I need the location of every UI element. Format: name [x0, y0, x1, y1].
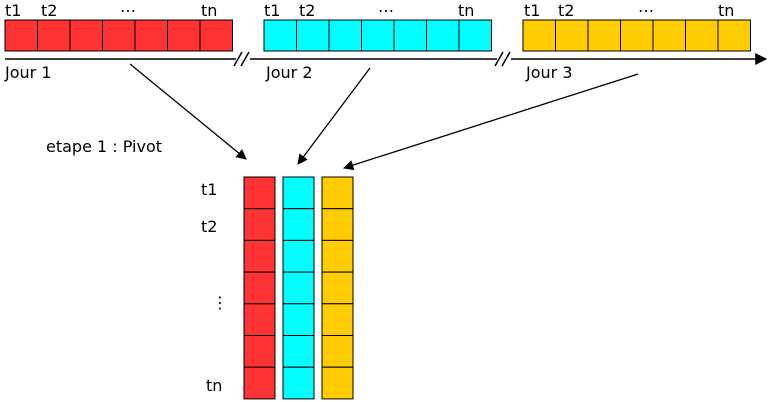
pivot-column1-cell: [243, 271, 276, 305]
axis-break-mark: [233, 51, 243, 67]
pivot-column1-cell: [243, 176, 276, 210]
pivot-column1-cell: [243, 366, 276, 400]
pivot-column3-cell: [321, 239, 354, 273]
pivot-arrows: [129, 63, 639, 171]
pivot-column1-cell: [243, 303, 276, 336]
pivot-column2-cell: [282, 366, 315, 400]
arrow-day2-to-column: [297, 67, 371, 165]
row-label-ellipsis: ⋮: [212, 293, 228, 312]
day1-tick-t2: t2: [41, 1, 57, 20]
pivot-step-label: etape 1 : Pivot: [46, 137, 162, 156]
pivot-column1-cell: [243, 239, 276, 273]
day3-time-cell: [522, 19, 556, 52]
day3-time-cell: [587, 19, 621, 52]
day1-tick-t1: t1: [5, 1, 21, 20]
day1-time-cell: [167, 19, 201, 52]
day1-time-cell: [37, 19, 71, 52]
axis-break-mark: [494, 51, 504, 67]
pivot-columns: [243, 176, 354, 400]
day1-tick-tn: tn: [201, 1, 217, 20]
day1-tick-ellipsis: …: [120, 0, 136, 16]
pivot-column1-cell: [243, 335, 276, 368]
pivot-column3-cell: [321, 176, 354, 210]
day3-tick-ellipsis: …: [638, 0, 654, 16]
day1-time-cell: [199, 19, 233, 52]
day3-time-cell: [620, 19, 654, 52]
day3-time-cell: [717, 19, 751, 52]
day1-time-cell: [69, 19, 103, 52]
day1-time-cell: [4, 19, 38, 52]
day2-time-cell: [458, 19, 492, 52]
day2-time-cell: [296, 19, 330, 52]
pivot-column2-cell: [282, 176, 315, 210]
day-blocks: [4, 19, 751, 52]
arrow-day1-to-column: [129, 63, 247, 160]
pivot-column2-cell: [282, 208, 315, 241]
axis-break-mark: [501, 51, 511, 67]
pivot-column2-cell: [282, 239, 315, 273]
day3-ticks: t1 t2 … tn: [524, 0, 734, 20]
day1-time-cell: [102, 19, 136, 52]
day2-tick-ellipsis: …: [378, 0, 394, 16]
day3-label: Jour 3: [525, 63, 573, 82]
pivot-column3-cell: [321, 208, 354, 241]
day2-time-cell: [361, 19, 395, 52]
pivot-column2-cell: [282, 271, 315, 305]
day1-ticks: t1 t2 … tn: [5, 0, 217, 20]
pivot-column2-cell: [282, 303, 315, 336]
row-label-t2: t2: [201, 217, 217, 236]
day3-tick-t1: t1: [524, 1, 540, 20]
day3-time-cell: [555, 19, 589, 52]
day2-tick-t1: t1: [264, 1, 280, 20]
day3-time-cell: [652, 19, 686, 52]
day2-label: Jour 2: [265, 63, 313, 82]
arrow-day3-to-column: [343, 73, 639, 171]
pivot-column3-cell: [321, 335, 354, 368]
pivot-column3-cell: [321, 303, 354, 336]
pivot-row-labels: t1 t2 ⋮ tn: [201, 180, 228, 395]
day3-tick-t2: t2: [558, 1, 574, 20]
day1-label: Jour 1: [4, 63, 52, 82]
day3-time-cell: [685, 19, 719, 52]
day2-ticks: t1 t2 … tn: [264, 0, 474, 20]
day2-time-cell: [263, 19, 297, 52]
row-label-tn: tn: [206, 376, 222, 395]
row-label-t1: t1: [201, 180, 217, 199]
day2-time-cell: [426, 19, 460, 52]
pivot-column1-cell: [243, 208, 276, 241]
time-axis: [5, 51, 768, 67]
day2-tick-tn: tn: [458, 1, 474, 20]
day2-time-cell: [328, 19, 362, 52]
axis-break-mark: [240, 51, 250, 67]
day2-tick-t2: t2: [299, 1, 315, 20]
day3-tick-tn: tn: [718, 1, 734, 20]
pivot-column3-cell: [321, 271, 354, 305]
pivot-column2-cell: [282, 335, 315, 368]
day1-time-cell: [134, 19, 168, 52]
day2-time-cell: [393, 19, 427, 52]
pivot-column3-cell: [321, 366, 354, 400]
